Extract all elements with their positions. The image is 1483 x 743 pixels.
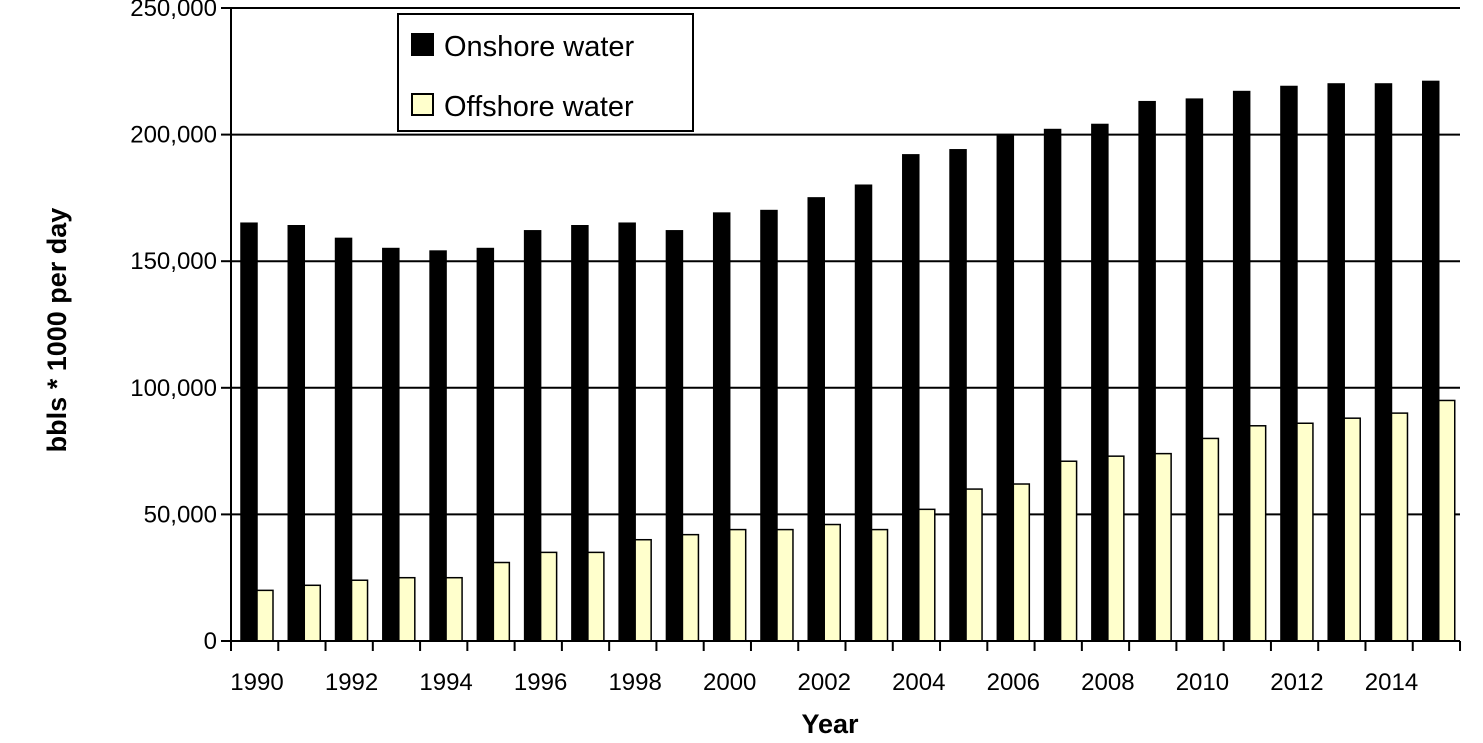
legend: Onshore water Offshore water [397,13,694,132]
x-tick-label: 2006 [987,669,1040,696]
legend-box [397,13,694,132]
bar-offshore-water-2006 [1012,483,1031,642]
x-tick-label: 2008 [1081,669,1134,696]
x-tick-label: 1998 [608,669,661,696]
bar-offshore-water-1995 [492,561,511,642]
bar-offshore-water-1992 [350,579,369,642]
y-tick-labels: 0 50,000 100,000 150,000 200,000 250,000 [130,0,231,655]
bar-onshore-water-2000 [712,212,731,642]
bar-onshore-water-2015 [1422,80,1440,642]
bar-onshore-water-2002 [807,197,825,642]
x-tick-label: 2002 [798,669,851,696]
bar-offshore-water-2004 [918,508,936,642]
y-tick-label: 150,000 [130,248,217,275]
bar-offshore-water-2001 [776,528,794,642]
bar-offshore-water-2009 [1154,452,1172,642]
legend-label-onshore: Onshore water [444,31,635,63]
bar-onshore-water-2004 [902,154,920,642]
bar-offshore-water-2003 [870,528,889,642]
bar-onshore-water-1991 [287,225,306,642]
bar-offshore-water-2012 [1296,422,1314,642]
y-tick-label: 50,000 [144,501,217,528]
x-tick-label: 1996 [514,669,567,696]
bar-offshore-water-2015 [1438,399,1456,642]
bar-offshore-water-2014 [1390,412,1409,642]
x-tick-label: 2004 [892,669,945,696]
legend-label-offshore: Offshore water [444,91,634,123]
bar-offshore-water-2008 [1107,455,1125,642]
bar-onshore-water-1997 [571,225,589,642]
bar-onshore-water-1999 [665,230,684,642]
bar-onshore-water-1996 [523,230,542,642]
bar-offshore-water-1990 [256,589,274,642]
bar-offshore-water-1999 [681,533,700,642]
bar-onshore-water-2011 [1232,90,1251,642]
bar-onshore-water-1993 [382,247,400,642]
bar-offshore-water-1998 [634,538,652,642]
y-axis-title: bbls * 1000 per day [42,208,72,453]
y-tick-label: 250,000 [130,0,217,22]
x-axis-title: Year [801,709,859,739]
bar-offshore-water-2013 [1343,417,1361,642]
bar-onshore-water-2005 [949,149,967,642]
x-tick-label: 2000 [703,669,756,696]
bar-onshore-water-1990 [240,222,258,642]
bars [240,80,1456,642]
bar-offshore-water-2007 [1059,460,1078,642]
x-tick-label: 2010 [1176,669,1229,696]
bar-onshore-water-2003 [854,184,873,642]
bar-offshore-water-2010 [1201,437,1220,642]
bar-offshore-water-1993 [398,576,416,642]
bar-offshore-water-2011 [1248,425,1267,642]
bar-onshore-water-2008 [1091,123,1109,642]
bar-onshore-water-2007 [1043,128,1062,642]
bar-onshore-water-2001 [760,209,778,642]
x-tick-label: 1990 [230,669,283,696]
x-tick-label: 1994 [419,669,472,696]
bar-offshore-water-1997 [587,551,605,642]
bar-onshore-water-2006 [996,133,1015,642]
x-tick-label: 2014 [1365,669,1418,696]
bar-onshore-water-1992 [334,237,353,642]
legend-swatch-onshore [411,33,434,56]
y-tick-label: 200,000 [130,122,217,149]
y-tick-label: 100,000 [130,375,217,402]
bar-offshore-water-2002 [823,523,841,642]
bar-onshore-water-2009 [1138,100,1156,642]
y-tick-label: 0 [204,628,217,655]
legend-swatch-offshore [411,93,434,116]
bar-onshore-water-2014 [1374,83,1393,642]
bar-onshore-water-1998 [618,222,636,642]
bar-offshore-water-1996 [539,551,558,642]
bar-offshore-water-2000 [728,528,747,642]
bar-offshore-water-2005 [965,488,983,642]
bar-onshore-water-2010 [1185,98,1204,642]
x-tick-label: 1992 [325,669,378,696]
x-tick-label: 2012 [1270,669,1323,696]
bar-offshore-water-1994 [445,576,463,642]
bar-onshore-water-1995 [476,247,495,642]
bar-offshore-water-1991 [303,584,322,642]
x-tick-labels: 1990 1992 1994 1996 1998 2000 2002 2004 2006 2008… [230,641,1462,696]
bar-onshore-water-1994 [429,250,447,642]
bar-onshore-water-2013 [1327,83,1345,642]
bar-onshore-water-2012 [1280,85,1298,642]
